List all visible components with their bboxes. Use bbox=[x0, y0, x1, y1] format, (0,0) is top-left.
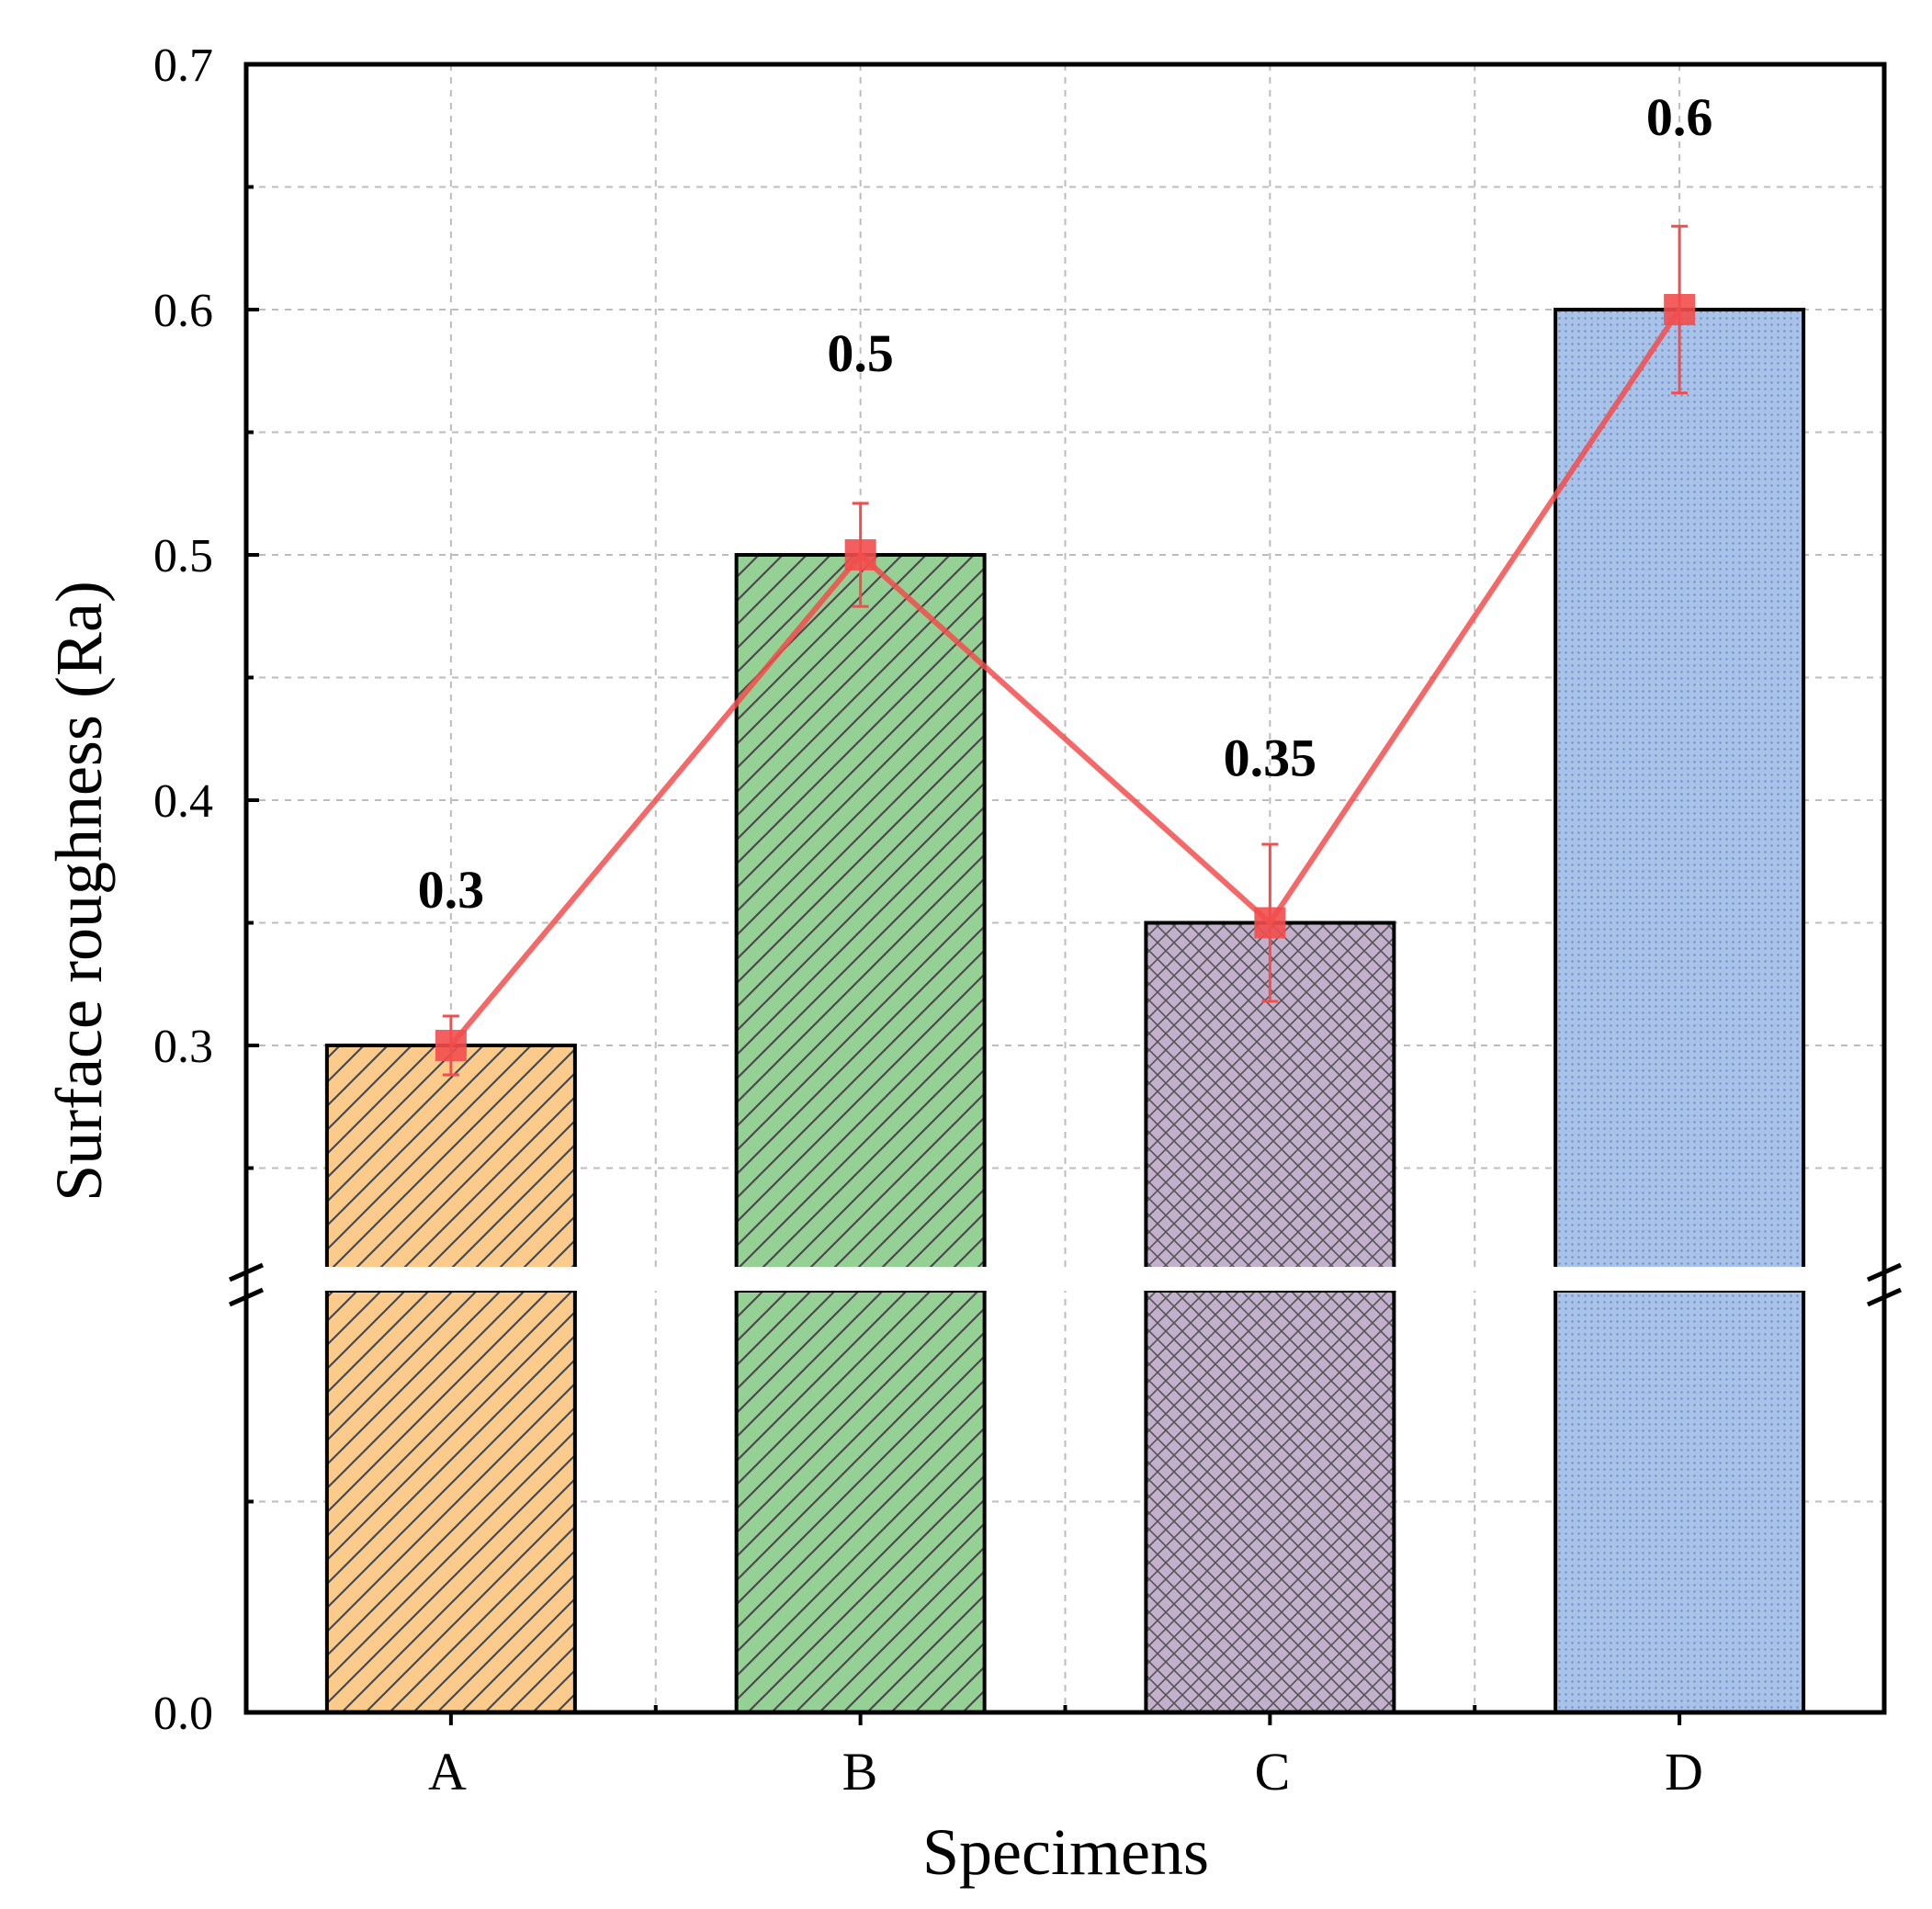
data-point-marker bbox=[1664, 294, 1696, 325]
x-tick-label-c: C bbox=[1255, 1742, 1291, 1802]
error-bar-a bbox=[435, 1014, 467, 1077]
data-point-marker bbox=[1254, 907, 1286, 939]
bar-pattern-lower bbox=[736, 1291, 985, 1712]
y-tick-label-0.0: 0.0 bbox=[153, 1688, 213, 1740]
x-tick-label-a: A bbox=[428, 1742, 467, 1802]
break-band bbox=[244, 1267, 1886, 1291]
mean-line-series bbox=[435, 224, 1696, 1077]
data-label-b: 0.5 bbox=[827, 323, 894, 383]
mean-line bbox=[448, 308, 1682, 1047]
bar-pattern-lower bbox=[1146, 1291, 1395, 1712]
bar-b bbox=[734, 553, 987, 1714]
axis-break-marks bbox=[228, 1262, 1903, 1307]
y-tick-label-0.4: 0.4 bbox=[153, 775, 213, 828]
x-tick-label-d: D bbox=[1665, 1742, 1703, 1802]
y-tick-label-0.6: 0.6 bbox=[153, 285, 213, 337]
bar-pattern-lower bbox=[1555, 1291, 1804, 1712]
data-labels: 0.3 0.5 0.35 0.6 bbox=[418, 87, 1713, 920]
bar-c bbox=[1144, 921, 1396, 1714]
data-label-d: 0.6 bbox=[1646, 87, 1713, 147]
y-tick-label-0.7: 0.7 bbox=[153, 40, 213, 92]
axis-break-gap bbox=[244, 1267, 1886, 1291]
bar-pattern-lower bbox=[326, 1291, 575, 1712]
x-tick-label-b: B bbox=[842, 1742, 878, 1802]
y-axis-title: Surface roughness (Ra) bbox=[42, 581, 116, 1202]
data-label-a: 0.3 bbox=[418, 860, 485, 920]
bar-a bbox=[324, 1044, 577, 1714]
x-axis-title: Specimens bbox=[922, 1815, 1209, 1889]
data-label-c: 0.35 bbox=[1224, 729, 1317, 788]
y-tick-label-0.5: 0.5 bbox=[153, 530, 213, 582]
data-point-marker bbox=[844, 539, 876, 570]
bar-pattern-upper bbox=[736, 555, 985, 1291]
y-tick-label-0.3: 0.3 bbox=[153, 1021, 213, 1073]
error-bar-c bbox=[1254, 842, 1286, 1003]
bar-pattern-upper bbox=[1555, 310, 1804, 1291]
data-point-marker bbox=[435, 1030, 467, 1061]
error-bar-b bbox=[844, 502, 876, 608]
error-bar-d bbox=[1664, 224, 1696, 395]
bar-pattern-upper bbox=[326, 1045, 575, 1291]
bar-d bbox=[1554, 308, 1806, 1714]
bars-group bbox=[324, 308, 1806, 1714]
axis-ticks bbox=[246, 62, 1682, 1725]
